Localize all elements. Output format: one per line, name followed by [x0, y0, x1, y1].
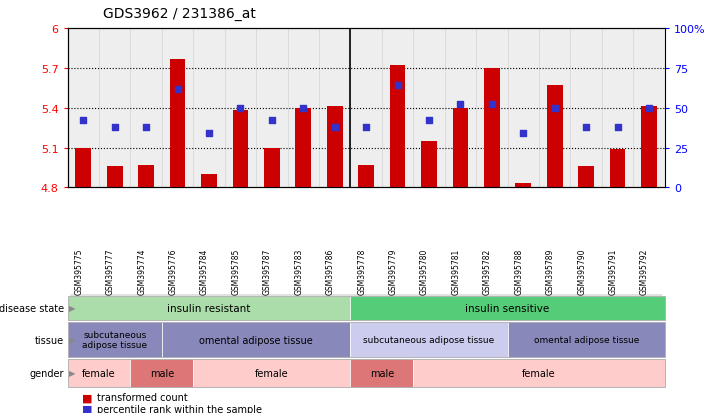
Bar: [138, 165, 154, 188]
Bar: [547, 86, 562, 188]
Point: [423, 118, 434, 124]
Point: [172, 86, 183, 93]
Point: [643, 105, 655, 112]
Bar: [327, 107, 343, 188]
Text: GSM395776: GSM395776: [169, 248, 178, 294]
Bar: [421, 142, 437, 188]
Point: [77, 118, 89, 124]
Text: GSM395791: GSM395791: [609, 248, 618, 294]
Text: male: male: [150, 368, 174, 378]
Text: GSM395781: GSM395781: [451, 248, 461, 294]
Text: GSM395782: GSM395782: [483, 248, 492, 294]
Point: [235, 105, 246, 112]
Point: [612, 124, 624, 131]
Text: GSM395778: GSM395778: [357, 248, 366, 294]
Point: [109, 124, 120, 131]
Text: female: female: [82, 368, 116, 378]
Text: GSM395789: GSM395789: [546, 248, 555, 294]
Point: [141, 124, 152, 131]
Text: GSM395780: GSM395780: [420, 248, 429, 294]
Point: [360, 124, 372, 131]
Point: [549, 105, 560, 112]
Bar: [453, 108, 469, 188]
Point: [455, 102, 466, 109]
Text: ▶: ▶: [69, 368, 75, 377]
Point: [518, 131, 529, 137]
Bar: [170, 59, 186, 188]
Text: GDS3962 / 231386_at: GDS3962 / 231386_at: [103, 7, 256, 21]
Text: omental adipose tissue: omental adipose tissue: [199, 335, 313, 345]
Text: insulin sensitive: insulin sensitive: [466, 303, 550, 313]
Text: GSM395786: GSM395786: [326, 248, 335, 294]
Text: GSM395774: GSM395774: [137, 248, 146, 294]
Text: percentile rank within the sample: percentile rank within the sample: [97, 404, 262, 413]
Text: GSM395790: GSM395790: [577, 248, 586, 294]
Point: [392, 83, 403, 90]
Text: GSM395784: GSM395784: [200, 248, 209, 294]
Bar: [232, 111, 248, 188]
Bar: [484, 69, 500, 188]
Point: [580, 124, 592, 131]
Text: GSM395777: GSM395777: [106, 248, 114, 294]
Bar: [296, 108, 311, 188]
Text: gender: gender: [29, 368, 64, 378]
Bar: [390, 66, 405, 188]
Bar: [107, 167, 122, 188]
Bar: [264, 148, 279, 188]
Text: ■: ■: [82, 404, 92, 413]
Point: [203, 131, 215, 137]
Text: GSM395779: GSM395779: [389, 248, 397, 294]
Text: ■: ■: [82, 392, 92, 402]
Text: subcutaneous
adipose tissue: subcutaneous adipose tissue: [82, 330, 147, 349]
Bar: [641, 107, 657, 188]
Point: [298, 105, 309, 112]
Text: GSM395785: GSM395785: [231, 248, 240, 294]
Text: female: female: [255, 368, 289, 378]
Text: insulin resistant: insulin resistant: [167, 303, 251, 313]
Point: [486, 102, 498, 109]
Text: GSM395783: GSM395783: [294, 248, 304, 294]
Point: [266, 118, 277, 124]
Text: subcutaneous adipose tissue: subcutaneous adipose tissue: [363, 335, 495, 344]
Text: GSM395787: GSM395787: [263, 248, 272, 294]
Bar: [515, 184, 531, 188]
Text: tissue: tissue: [35, 335, 64, 345]
Text: transformed count: transformed count: [97, 392, 188, 402]
Text: GSM395775: GSM395775: [74, 248, 83, 294]
Text: male: male: [370, 368, 394, 378]
Bar: [610, 150, 626, 188]
Text: ▶: ▶: [69, 304, 75, 313]
Bar: [201, 175, 217, 188]
Bar: [75, 148, 91, 188]
Bar: [358, 165, 374, 188]
Point: [329, 124, 341, 131]
Text: disease state: disease state: [0, 303, 64, 313]
Text: omental adipose tissue: omental adipose tissue: [533, 335, 639, 344]
Text: female: female: [523, 368, 556, 378]
Text: GSM395792: GSM395792: [640, 248, 649, 294]
Text: ▶: ▶: [69, 335, 75, 344]
Bar: [578, 167, 594, 188]
Text: GSM395788: GSM395788: [514, 248, 523, 294]
